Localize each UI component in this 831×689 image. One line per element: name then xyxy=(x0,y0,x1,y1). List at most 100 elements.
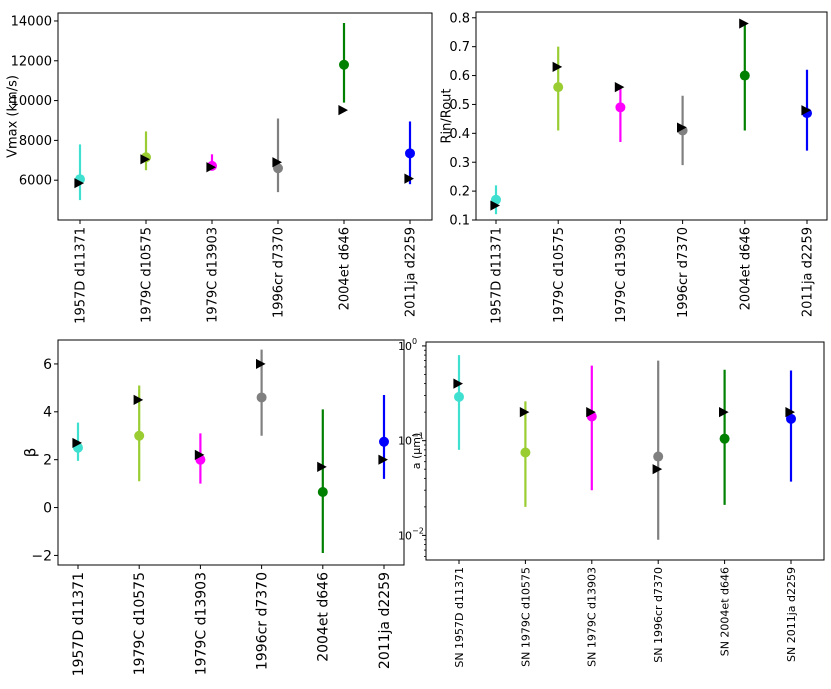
best-fit-marker xyxy=(206,162,216,173)
x-category-label: 1996cr d7370 xyxy=(255,572,271,670)
x-category-label: 2004et d646 xyxy=(738,227,753,310)
y-tick-label: 10 xyxy=(398,529,412,542)
y-tick-exponent: −2 xyxy=(412,526,424,535)
best-fit-marker xyxy=(453,378,463,389)
best-fit-marker xyxy=(519,407,530,418)
chart-grain_size: 10−210−110 0a (μm)SN 1957D d11371 SN 1979C… xyxy=(398,337,825,668)
x-category-label: 1979C d13903 xyxy=(193,572,209,675)
y-tick-label: 0.4 xyxy=(449,127,470,142)
best-fit-marker xyxy=(317,461,327,472)
y-axis-label: β xyxy=(21,448,39,458)
axes-frame xyxy=(57,12,433,221)
best-fit-marker xyxy=(801,105,811,116)
best-fit-marker xyxy=(256,358,266,370)
x-category-label: 1979C d10575 xyxy=(552,227,567,323)
x-category-label: SN 1996cr d7370 xyxy=(652,567,665,663)
best-fit-marker xyxy=(586,407,596,418)
y-axis-label: Vmax (km/s) xyxy=(6,75,21,158)
y-tick-exponent: −1 xyxy=(412,432,424,441)
x-category-label: SN 2011ja d2259 xyxy=(785,567,798,662)
y-tick-label: 10 xyxy=(398,435,412,448)
x-category-label: 1996cr d7370 xyxy=(676,227,691,318)
best-fit-marker xyxy=(719,407,729,418)
x-category-label: SN 1979C d10575 xyxy=(519,567,532,667)
y-tick-label: 2 xyxy=(43,453,52,469)
x-category-label: 2011ja d2259 xyxy=(377,572,393,669)
best-fit-marker xyxy=(652,464,663,475)
x-category-label: 1957D d11371 xyxy=(71,572,87,676)
chart-vmax: 6000 8000 10000 12000 14000 Vmax (km/s) 1957D … xyxy=(6,12,433,324)
median-point xyxy=(553,82,564,93)
median-point xyxy=(379,436,389,447)
median-point xyxy=(339,59,349,70)
x-category-label: SN 1979C d13903 xyxy=(586,567,599,667)
y-tick-label: 0.1 xyxy=(449,214,470,229)
x-category-label: 1996cr d7370 xyxy=(272,227,287,318)
y-tick-label: 0.5 xyxy=(449,98,470,113)
x-category-label: 2011ja d2259 xyxy=(404,227,419,317)
axes-frame xyxy=(425,341,825,561)
median-point xyxy=(653,451,664,462)
y-tick-label: 0.3 xyxy=(449,156,470,171)
chart-beta: −2 0 2 4 6 β 1957D d11371 1979C d10575 1979C d13… xyxy=(21,339,405,676)
y-axis-label: Rin/Rout xyxy=(440,88,455,143)
median-point xyxy=(405,148,415,159)
median-point xyxy=(615,102,626,113)
median-point xyxy=(786,413,796,424)
chart-rin_rout: 0.1 0.2 0.3 0.4 0.5 0.6 0.7 0.8 Rin/Rout 1957D d1… xyxy=(440,11,828,324)
x-category-label: 1957D d11371 xyxy=(74,227,89,324)
best-fit-marker xyxy=(677,122,687,133)
y-tick-exponent: 0 xyxy=(412,337,417,346)
best-fit-marker xyxy=(338,105,348,116)
y-tick-label: −2 xyxy=(31,548,52,564)
y-tick-label: 0 xyxy=(43,500,52,516)
median-point xyxy=(134,430,145,441)
x-category-label: 2004et d646 xyxy=(316,572,332,662)
y-tick-label: 6 xyxy=(43,357,52,373)
best-fit-marker xyxy=(140,154,150,165)
x-category-label: SN 2004et d646 xyxy=(718,567,731,656)
y-axis-label: a (μm) xyxy=(410,433,423,470)
x-category-label: 2004et d646 xyxy=(338,227,353,310)
best-fit-marker xyxy=(272,157,282,168)
y-tick-label: 10000 xyxy=(11,94,52,109)
best-fit-marker xyxy=(552,61,563,72)
y-tick-label: 0.8 xyxy=(449,11,470,26)
median-point xyxy=(719,433,730,444)
y-tick-label: 4 xyxy=(43,405,52,421)
median-point xyxy=(739,70,750,81)
y-tick-label: 14000 xyxy=(11,15,52,30)
y-tick-label: 12000 xyxy=(11,54,52,69)
best-fit-marker xyxy=(490,200,500,211)
y-tick-label: 0.2 xyxy=(449,185,470,200)
best-fit-marker xyxy=(614,82,625,93)
axes-frame xyxy=(475,11,828,221)
median-point xyxy=(317,486,328,497)
median-point xyxy=(454,391,464,402)
x-category-label: 1979C d10575 xyxy=(132,572,148,675)
median-point xyxy=(520,447,531,458)
x-category-label: 1957D d11371 xyxy=(490,227,505,324)
y-tick-label: 0.6 xyxy=(449,69,470,84)
best-fit-marker xyxy=(404,173,414,184)
x-category-label: 1979C d13903 xyxy=(206,227,221,323)
best-fit-marker xyxy=(378,454,388,465)
best-fit-marker xyxy=(785,407,795,418)
best-fit-marker xyxy=(72,437,82,449)
best-fit-marker xyxy=(74,178,84,189)
x-category-label: 1979C d10575 xyxy=(140,227,155,323)
axes-frame xyxy=(57,339,405,566)
median-point xyxy=(273,163,283,174)
y-tick-label: 0.7 xyxy=(449,40,470,55)
y-tick-label: 6000 xyxy=(19,174,52,189)
best-fit-marker xyxy=(739,18,749,29)
x-category-label: SN 1957D d11371 xyxy=(453,567,466,668)
best-fit-marker xyxy=(194,449,205,460)
x-category-label: 1979C d13903 xyxy=(614,227,629,323)
y-tick-label: 8000 xyxy=(19,134,52,149)
median-point xyxy=(256,392,267,403)
x-category-label: 2011ja d2259 xyxy=(801,227,816,317)
best-fit-marker xyxy=(133,394,144,405)
y-tick-label: 10 xyxy=(398,340,412,353)
